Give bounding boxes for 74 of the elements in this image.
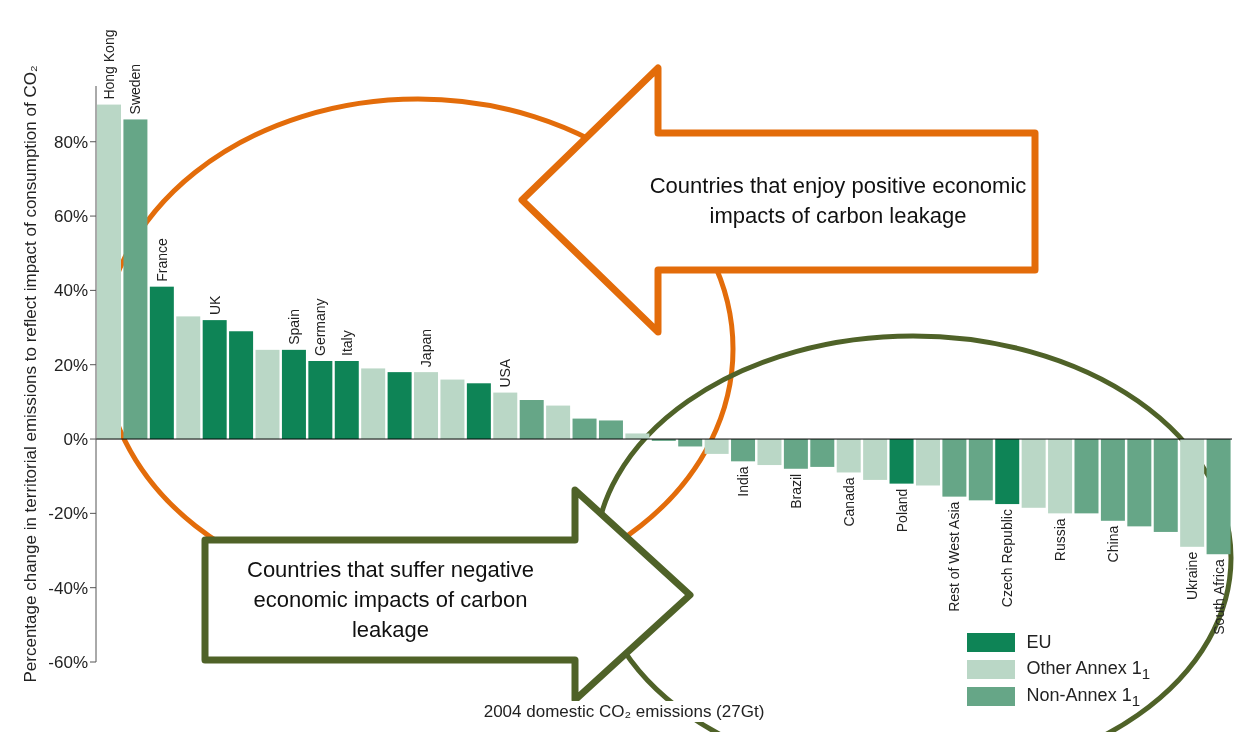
x-tick-label: Spain — [285, 309, 302, 345]
bar — [361, 368, 386, 440]
y-tick-label: -40% — [48, 578, 88, 598]
annotation: Countries that suffer negative economic impacts of carbon leakage — [246, 556, 535, 644]
bar — [1074, 439, 1099, 514]
bar — [1127, 439, 1152, 527]
bar — [572, 418, 597, 440]
bar — [1206, 439, 1231, 555]
legend-label: Other Annex 1$_{1}$ — [1026, 657, 1150, 682]
x-axis-title: 2004 domestic CO₂ emissions (27Gt) — [479, 701, 769, 722]
x-tick-label: Germany — [312, 298, 329, 356]
bar — [731, 439, 756, 462]
bar — [493, 392, 518, 440]
x-tick-label: Canada — [840, 477, 857, 527]
bar — [757, 439, 782, 466]
y-tick-label: 20% — [53, 355, 88, 375]
bar — [546, 405, 571, 440]
x-tick-label: Ukraine — [1184, 551, 1201, 601]
x-tick-label: South Africa — [1210, 559, 1227, 635]
bar — [149, 286, 174, 440]
bar — [255, 349, 280, 440]
bar — [915, 439, 940, 486]
bar — [387, 372, 412, 440]
bar — [440, 379, 465, 440]
bar — [704, 439, 729, 454]
bar — [598, 420, 623, 440]
x-tick-label: France — [153, 237, 170, 282]
bar — [519, 400, 544, 440]
bar — [414, 372, 439, 440]
x-tick-label: China — [1104, 525, 1121, 563]
bar — [176, 316, 201, 440]
bar — [836, 439, 861, 473]
y-tick-label: 60% — [53, 207, 88, 227]
bar — [1100, 439, 1125, 521]
y-tick-label: -20% — [48, 504, 88, 524]
annotation: Countries that enjoy positive economic impacts of carbon leakage — [648, 172, 1028, 230]
bar — [995, 439, 1020, 505]
x-tick-label: Czech Republic — [999, 509, 1016, 608]
bar — [229, 331, 254, 440]
bar — [334, 360, 359, 440]
x-tick-label: Poland — [893, 488, 910, 533]
bar — [1048, 439, 1073, 514]
bar — [968, 439, 993, 501]
bar — [889, 439, 914, 484]
legend-label: EU — [1026, 632, 1052, 653]
bar — [942, 439, 967, 497]
bar — [308, 360, 333, 440]
x-tick-label: India — [735, 466, 752, 497]
bar — [97, 104, 121, 440]
bar — [466, 383, 491, 440]
bar — [1153, 439, 1178, 532]
x-tick-label: Italy — [338, 330, 355, 356]
x-tick-label: Brazil — [787, 473, 804, 509]
y-tick-label: 80% — [53, 132, 88, 152]
x-tick-label: Sweden — [127, 63, 144, 115]
x-tick-label: Hong Kong — [101, 29, 117, 100]
bar — [1180, 439, 1205, 547]
y-tick-label: 40% — [53, 281, 88, 301]
bar — [783, 439, 808, 469]
x-tick-label: USA — [497, 358, 514, 388]
bar — [202, 320, 227, 440]
bar — [810, 439, 835, 467]
legend-label: Non-Annex 1$_{1}$ — [1026, 684, 1140, 709]
x-tick-label: Russia — [1052, 518, 1069, 562]
bar — [123, 119, 148, 440]
y-tick-label: 0% — [63, 430, 88, 450]
bar — [1021, 439, 1046, 508]
y-tick-label: -60% — [48, 653, 88, 673]
bar — [281, 349, 306, 440]
x-tick-label: UK — [206, 295, 223, 316]
x-tick-label: Japan — [418, 328, 435, 368]
y-axis-title: Percentage change in territorial emissions to reflect impact of consumption of CO₂ — [21, 65, 41, 683]
x-tick-label: Rest of West Asia — [946, 501, 963, 612]
bar — [863, 439, 888, 480]
